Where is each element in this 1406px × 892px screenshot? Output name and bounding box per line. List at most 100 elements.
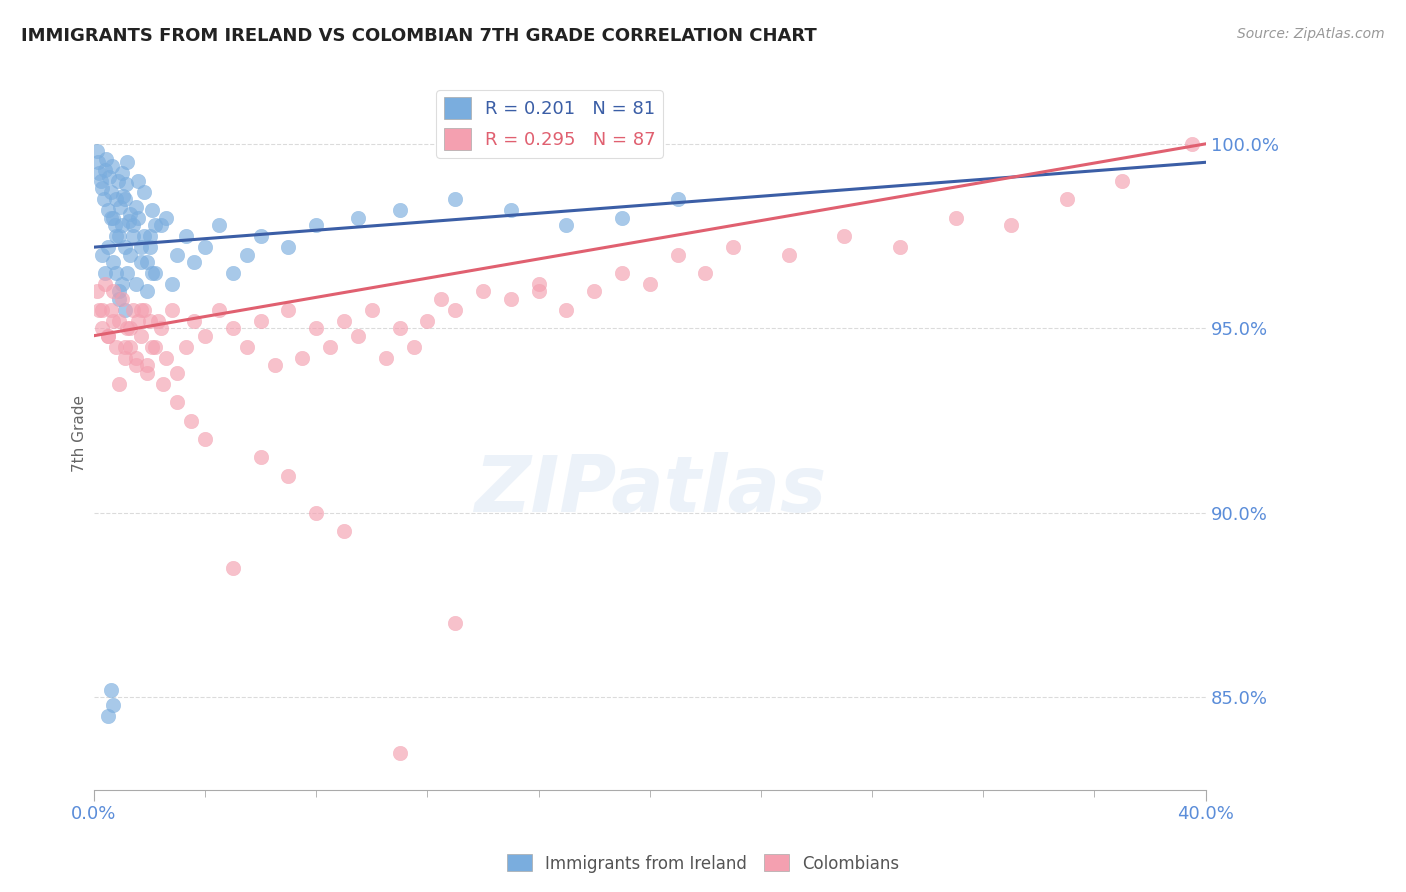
Point	[1000, 218, 1022, 232]
Point	[347, 211, 370, 225]
Point	[416, 314, 439, 328]
Point	[120, 340, 142, 354]
Point	[135, 285, 157, 299]
Point	[666, 192, 689, 206]
Point	[94, 162, 117, 177]
Point	[277, 240, 299, 254]
Point	[183, 255, 205, 269]
Point	[129, 302, 152, 317]
Point	[138, 314, 160, 328]
Point	[638, 277, 661, 291]
Point	[108, 314, 131, 328]
Point	[208, 302, 231, 317]
Point	[174, 229, 197, 244]
Point	[108, 285, 131, 299]
Point	[160, 277, 183, 291]
Point	[121, 302, 143, 317]
Point	[141, 266, 163, 280]
Point	[277, 469, 299, 483]
Point	[135, 358, 157, 372]
Point	[388, 203, 411, 218]
Point	[141, 340, 163, 354]
Point	[97, 240, 120, 254]
Point	[721, 240, 744, 254]
Point	[86, 285, 108, 299]
Point	[1056, 192, 1078, 206]
Point	[155, 351, 177, 365]
Point	[402, 340, 425, 354]
Point	[112, 188, 135, 202]
Point	[277, 302, 299, 317]
Point	[127, 211, 149, 225]
Point	[91, 321, 114, 335]
Point	[111, 218, 134, 232]
Point	[499, 292, 522, 306]
Point	[499, 203, 522, 218]
Point	[103, 698, 125, 712]
Point	[360, 302, 382, 317]
Point	[100, 682, 122, 697]
Point	[90, 174, 112, 188]
Y-axis label: 7th Grade: 7th Grade	[72, 395, 87, 472]
Point	[388, 321, 411, 335]
Point	[444, 302, 467, 317]
Point	[834, 229, 856, 244]
Point	[291, 351, 314, 365]
Point	[132, 229, 155, 244]
Point	[249, 229, 271, 244]
Point	[166, 366, 188, 380]
Point	[374, 351, 396, 365]
Point	[100, 302, 122, 317]
Point	[155, 211, 177, 225]
Point	[124, 358, 146, 372]
Point	[236, 340, 259, 354]
Point	[174, 340, 197, 354]
Point	[166, 247, 188, 261]
Point	[93, 192, 115, 206]
Point	[472, 285, 495, 299]
Point	[97, 328, 120, 343]
Point	[89, 166, 111, 180]
Point	[91, 247, 114, 261]
Point	[105, 192, 128, 206]
Point	[86, 145, 108, 159]
Point	[104, 218, 127, 232]
Point	[149, 321, 172, 335]
Point	[180, 413, 202, 427]
Point	[114, 240, 136, 254]
Point	[132, 302, 155, 317]
Point	[87, 155, 110, 169]
Point	[430, 292, 453, 306]
Point	[114, 340, 136, 354]
Point	[94, 277, 117, 291]
Point	[166, 395, 188, 409]
Point	[129, 240, 152, 254]
Point	[305, 321, 328, 335]
Point	[110, 200, 132, 214]
Point	[610, 266, 633, 280]
Point	[105, 266, 128, 280]
Point	[305, 506, 328, 520]
Point	[97, 328, 120, 343]
Point	[610, 211, 633, 225]
Point	[111, 166, 134, 180]
Point	[263, 358, 285, 372]
Point	[388, 746, 411, 760]
Point	[120, 247, 142, 261]
Point	[1111, 174, 1133, 188]
Point	[132, 185, 155, 199]
Point	[96, 152, 118, 166]
Point	[117, 266, 139, 280]
Point	[120, 207, 142, 221]
Point	[127, 174, 149, 188]
Point	[129, 255, 152, 269]
Point	[143, 340, 166, 354]
Text: Source: ZipAtlas.com: Source: ZipAtlas.com	[1237, 27, 1385, 41]
Point	[105, 340, 128, 354]
Point	[249, 450, 271, 465]
Point	[146, 314, 169, 328]
Point	[91, 302, 114, 317]
Point	[555, 302, 578, 317]
Point	[120, 321, 142, 335]
Point	[97, 708, 120, 723]
